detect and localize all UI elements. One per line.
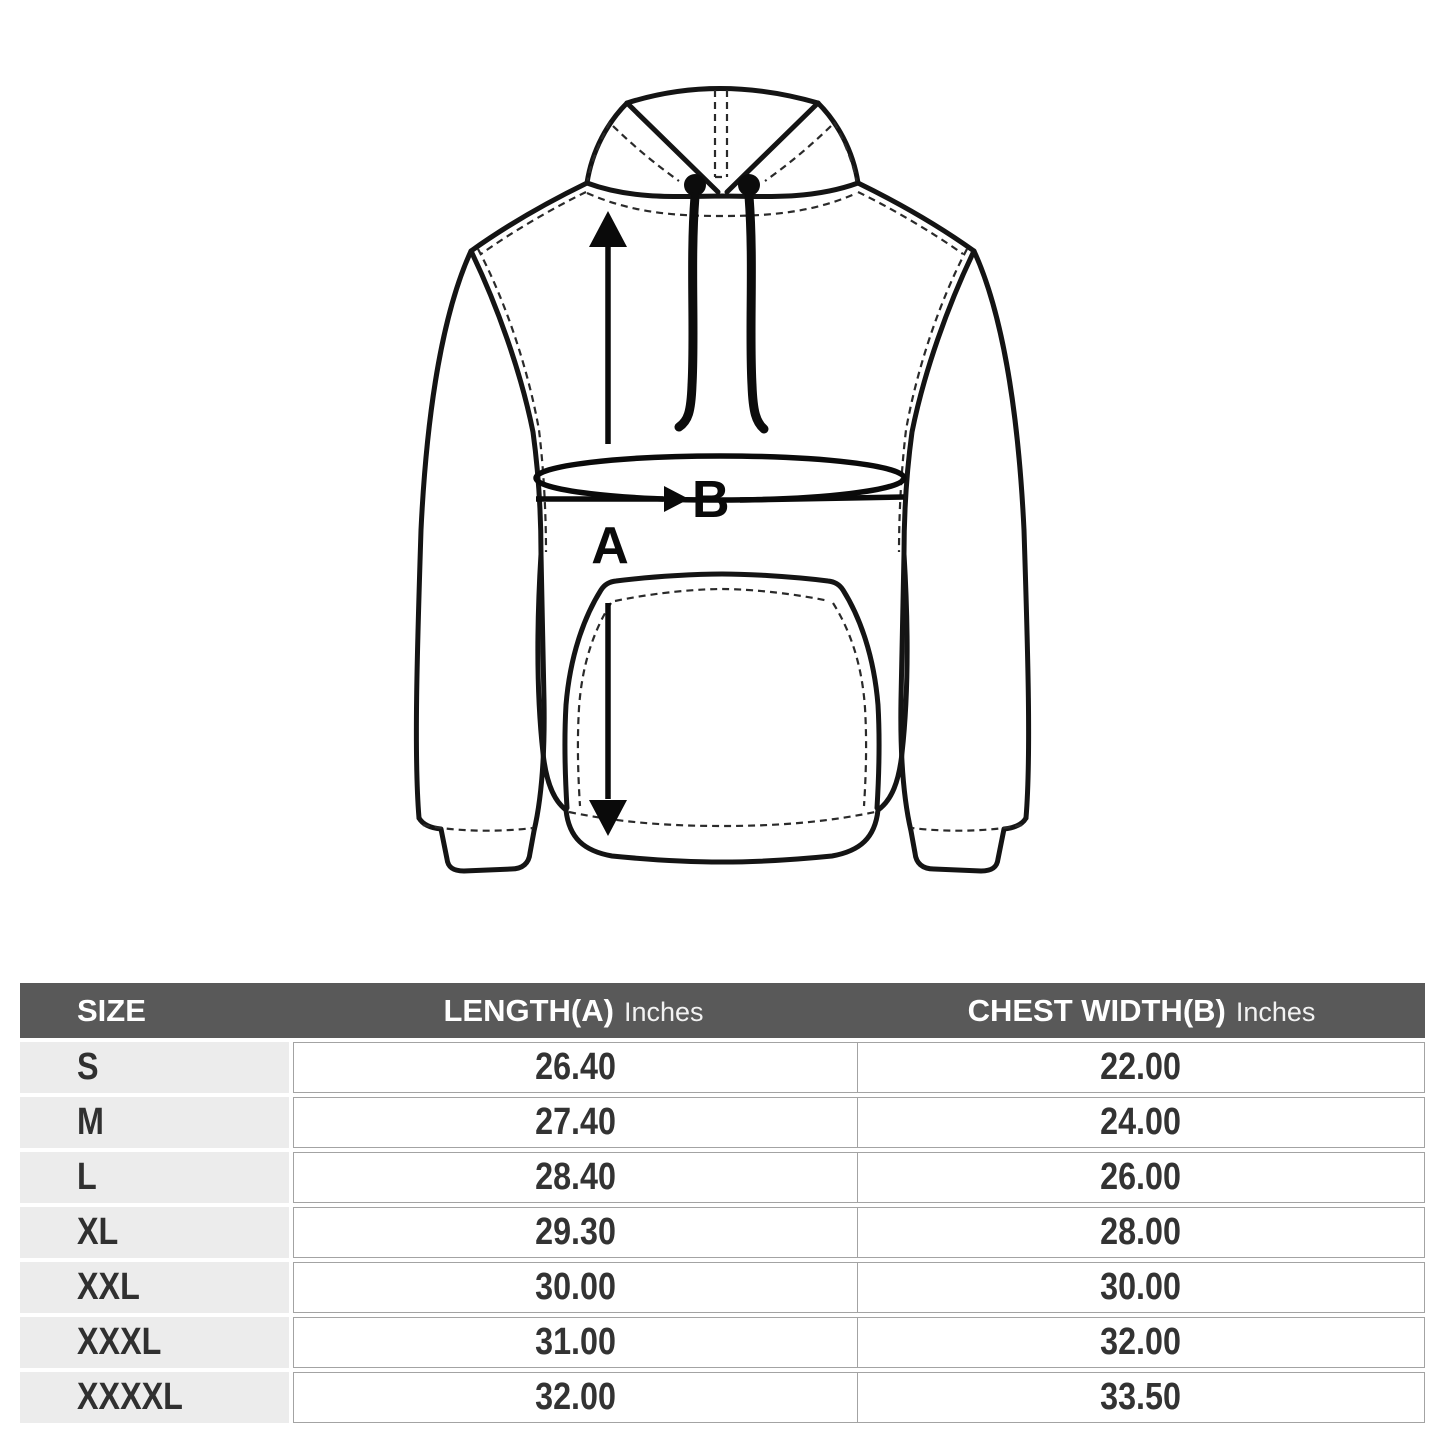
hem-stitch [568, 810, 876, 828]
chest-cell: 28.00 [857, 1207, 1425, 1258]
size-cell: XXXL [20, 1317, 289, 1368]
hood-stitch-left [612, 125, 680, 182]
armhole-seam-right [901, 248, 977, 557]
length-cell: 32.00 [293, 1372, 858, 1423]
length-arrow-up-head [589, 211, 627, 247]
kangaroo-pocket [562, 571, 882, 811]
length-cell: 28.40 [293, 1152, 858, 1203]
chest-cell: 33.50 [857, 1372, 1425, 1423]
size-cell: XXL [20, 1262, 289, 1313]
cuff-left [416, 551, 547, 874]
neckline [584, 180, 861, 200]
chest-label-b: B [692, 471, 730, 529]
chest-arrow-right-head [664, 486, 689, 512]
size-cell: XXXXL [20, 1372, 289, 1423]
chest-header-unit: Inches [1235, 996, 1316, 1027]
hood-center-seam-stitch [713, 90, 729, 179]
drawstring-left [674, 191, 700, 432]
pocket-top-stitch [614, 587, 830, 603]
hood-outer-left [584, 100, 630, 186]
armhole-stitch-left [477, 248, 548, 553]
armhole-seam-left [468, 248, 544, 557]
hoodie-diagram: A B [413, 86, 1032, 874]
pocket-side-stitch-right [832, 602, 868, 807]
length-cell: 26.40 [293, 1042, 858, 1093]
hood-outer-right [815, 100, 861, 186]
table-body: S 26.40 22.00 M 27.40 24.00 L 28.40 26.0… [20, 1042, 1425, 1423]
sleeve-outer-left [413, 180, 590, 821]
chest-header-label: CHEST WIDTH(B) [967, 992, 1226, 1028]
size-cell: L [20, 1152, 289, 1203]
cuff-right [898, 551, 1029, 874]
eyelet-right [738, 174, 760, 196]
table-row: XXXL 31.00 32.00 [20, 1317, 1425, 1368]
length-header-unit: Inches [623, 996, 704, 1027]
cuff-stitch-right [911, 823, 1023, 832]
size-cell: XL [20, 1207, 289, 1258]
chest-arrow-line-right [739, 494, 905, 503]
table-row: M 27.40 24.00 [20, 1097, 1425, 1148]
cuff-stitch-left [422, 823, 534, 832]
hood-opening-left [624, 100, 721, 195]
chest-ellipse [533, 453, 907, 503]
chest-cell: 30.00 [857, 1262, 1425, 1313]
length-cell: 31.00 [293, 1317, 858, 1368]
hood-top-edge [624, 86, 821, 106]
length-label-a: A [591, 517, 629, 575]
armhole-stitch-right [897, 248, 968, 553]
chest-cell: 24.00 [857, 1097, 1425, 1148]
length-arrow-down-head [589, 800, 627, 836]
hood-stitch-right [764, 125, 832, 182]
hood [584, 86, 861, 218]
table-row: XL 29.30 28.00 [20, 1207, 1425, 1258]
pocket-outline [562, 571, 882, 811]
chest-cell: 22.00 [857, 1042, 1425, 1093]
shoulder-stitch-right [857, 191, 964, 255]
table-row: S 26.40 22.00 [20, 1042, 1425, 1093]
pocket-side-stitch-left [576, 602, 612, 807]
table-row: XXL 30.00 30.00 [20, 1262, 1425, 1313]
length-cell: 27.40 [293, 1097, 858, 1148]
length-cell: 29.30 [293, 1207, 858, 1258]
length-column-header: LENGTH(A) Inches [289, 993, 858, 1029]
table-row: L 28.40 26.00 [20, 1152, 1425, 1203]
chest-cell: 26.00 [857, 1152, 1425, 1203]
drawstring-right [744, 191, 769, 434]
size-table: SIZE LENGTH(A) Inches CHEST WIDTH(B) Inche… [20, 983, 1425, 1423]
hem [563, 807, 881, 865]
eyelet-left [684, 174, 706, 196]
length-header-label: LENGTH(A) [443, 992, 614, 1028]
sleeve-outer-right [855, 180, 1032, 821]
drawstrings [674, 174, 769, 434]
body-and-sleeves [413, 180, 1032, 874]
measurement-marks: A B [533, 211, 907, 836]
body-side-right [875, 551, 910, 813]
chest-cell: 32.00 [857, 1317, 1425, 1368]
size-header-label: SIZE [77, 992, 146, 1028]
length-cell: 30.00 [293, 1262, 858, 1313]
size-column-header: SIZE [20, 993, 289, 1029]
neckline-stitch [586, 191, 858, 218]
shoulder-stitch-left [480, 191, 587, 255]
size-cell: S [20, 1042, 289, 1093]
table-row: XXXXL 32.00 33.50 [20, 1372, 1425, 1423]
body-side-left [535, 551, 569, 813]
chest-column-header: CHEST WIDTH(B) Inches [858, 993, 1425, 1029]
table-header: SIZE LENGTH(A) Inches CHEST WIDTH(B) Inche… [20, 983, 1425, 1038]
size-cell: M [20, 1097, 289, 1148]
